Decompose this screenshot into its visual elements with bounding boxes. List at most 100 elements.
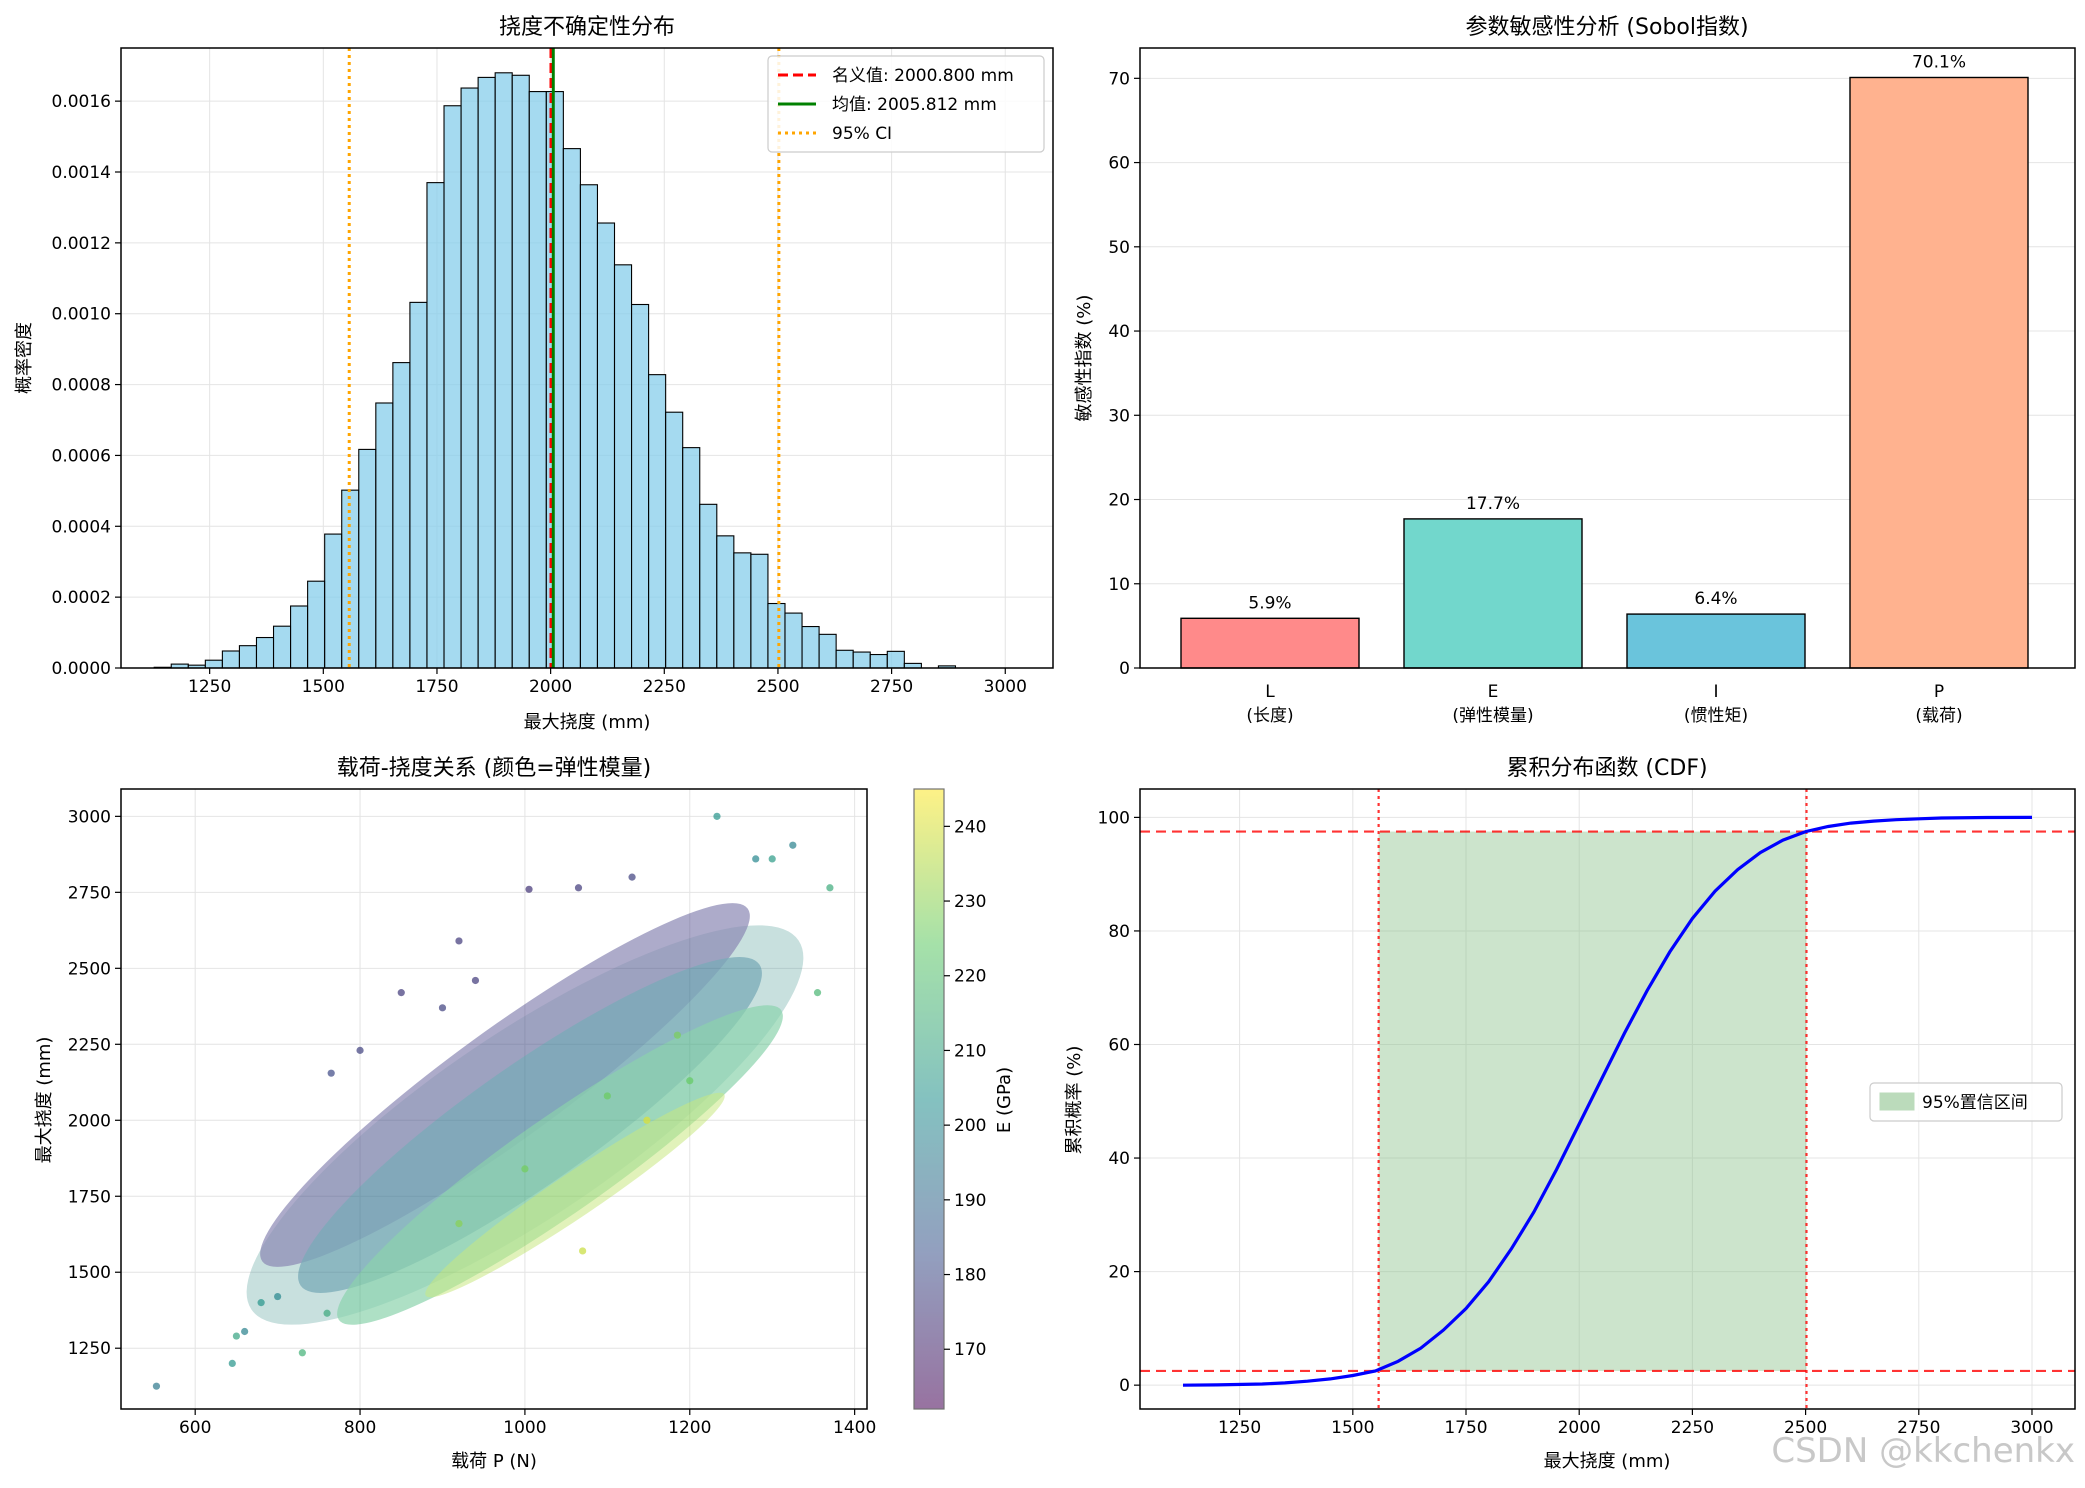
hist-xtick-label: 2500 [756,677,799,697]
cdf-ytick-label: 100 [1098,808,1130,828]
hist-bar [221,650,240,669]
sobol-ylabel: 敏感性指数 (%) [1074,295,1095,422]
hist-bar [477,76,496,669]
hist-legend: 名义值: 2000.800 mm 均值: 2005.812 mm 95% CI [767,55,1045,153]
sobol-ytick-label: 30 [1108,406,1130,426]
cdf-ytick-label: 0 [1119,1376,1130,1396]
hist-bar [784,612,803,669]
hist-bar [596,222,616,669]
scatter-point [813,989,822,997]
scatter-point [257,1299,265,1307]
cloud-lower-green [337,1005,783,1325]
cdf-xtick-label: 2750 [1897,1418,1940,1438]
scatter-point [768,855,776,863]
scatter-ytick-label: 2000 [68,1111,111,1131]
scatter-ytick-label: 1250 [68,1339,111,1359]
cdf-ylabel: 累积概率 (%) [1064,1046,1085,1155]
sobol-ytick-label: 0 [1119,659,1130,679]
colorbar: 170 180 190 200 210 220 230 240 E (GPa) [913,788,1015,1410]
hist-bar [716,535,735,669]
scatter-point [298,1349,306,1357]
cloud-upper-purple [260,903,750,1267]
scatter-ytick-label: 2500 [68,959,111,979]
colorbar-tick-label: 170 [954,1340,986,1360]
hist-ytick-label: 0.0004 [52,517,111,537]
cdf-curve [1182,815,2033,1387]
hist-bar [272,625,292,669]
scatter-point [789,841,797,849]
legend-mean-label: 均值: 2005.812 mm [832,95,997,115]
hist-xlabel: 最大挠度 (mm) [524,712,651,733]
sobol-ytick-label: 10 [1108,575,1130,595]
scatter-point [274,1292,282,1301]
hist-bar [443,105,462,669]
cdf-legend: 95%置信区间 [1869,1082,2063,1122]
hist-xtick-label: 2250 [643,677,686,697]
hist-ytick-label: 0.0010 [52,305,111,325]
scatter-point [686,1077,694,1085]
cdf-ytick-label: 40 [1108,1149,1130,1169]
cdf-ytick-label: 80 [1108,922,1130,942]
hist-bar [818,633,837,669]
sobol-xtick-E-symbol: E [1488,682,1499,702]
scatter-points [152,812,834,1390]
scatter-cloud [246,903,804,1325]
scatter-point [752,855,760,863]
watermark: CSDN @kkchenkx [1771,1431,2075,1471]
sobol-value-label: 17.7% [1466,494,1520,514]
cdf-xtick-label: 3000 [2010,1418,2053,1438]
scatter-ytick-label: 1750 [68,1187,111,1207]
hist-bar [255,636,275,669]
scatter-point [438,1004,447,1012]
colorbar-tick-label: 190 [954,1191,986,1211]
scatter-xtick-label: 600 [179,1418,211,1438]
cloud-core [298,957,762,1293]
hist-bar [886,650,905,669]
sobol-bars: 5.9% 17.7% 6.4% 70.1% [1180,52,2029,669]
sobol-value-label: 5.9% [1248,593,1291,613]
hist-bar [852,651,871,669]
hist-bar [648,374,667,669]
sobol-xtick-L-symbol: L [1265,682,1275,702]
scatter-xtick-label: 1200 [668,1418,711,1438]
hist-bar [562,148,581,669]
scatter-panel: 载荷-挠度关系 (颜色=弹性模量) 600 800 1000 1200 1400 125… [34,756,1015,1472]
hist-ylabel: 概率密度 [14,322,35,394]
scatter-ytick-label: 3000 [68,807,111,827]
scatter-point [323,1309,331,1317]
scatter-ytick-label: 2250 [68,1035,111,1055]
hist-bar [460,87,479,669]
sobol-ytick-label: 20 [1108,491,1130,511]
cdf-title: 累积分布函数 (CDF) [1506,756,1707,781]
colorbar-tick-label: 230 [954,892,986,912]
hist-xtick-label: 1750 [415,677,458,697]
scatter-point [471,976,480,985]
scatter-title: 载荷-挠度关系 (颜色=弹性模量) [337,756,652,781]
colorbar-label: E (GPa) [994,1067,1015,1133]
hist-title: 挠度不确定性分布 [499,15,675,40]
cdf-axes-frame [1139,788,2076,1410]
scatter-point [521,1165,529,1173]
cdf-ytick-label: 20 [1108,1263,1130,1283]
scatter-ytick-label: 2750 [68,883,111,903]
hist-bar [238,645,258,669]
cdf-legend-label: 95%置信区间 [1922,1093,2028,1113]
hist-bar [869,653,888,669]
hist-bar [494,72,513,669]
hist-xtick-label: 2000 [529,677,572,697]
cdf-ytick-label: 60 [1108,1035,1130,1055]
sobol-axes-frame [1139,47,2076,669]
sobol-xtick-E-desc: (弹性模量) [1452,706,1533,726]
hist-bar [613,264,633,669]
sobol-ytick-label: 50 [1108,238,1130,258]
sobol-ytick-label: 40 [1108,322,1130,342]
legend-ci-label: 95% CI [832,124,892,144]
colorbar-tick-label: 240 [954,817,986,837]
sobol-xtick-P-desc: (载荷) [1915,706,1962,726]
hist-bar [358,448,377,669]
cdf-xlabel: 最大挠度 (mm) [1544,1451,1671,1472]
hist-bar [290,605,309,669]
scatter-point [356,1046,364,1054]
hist-bar [511,74,530,669]
